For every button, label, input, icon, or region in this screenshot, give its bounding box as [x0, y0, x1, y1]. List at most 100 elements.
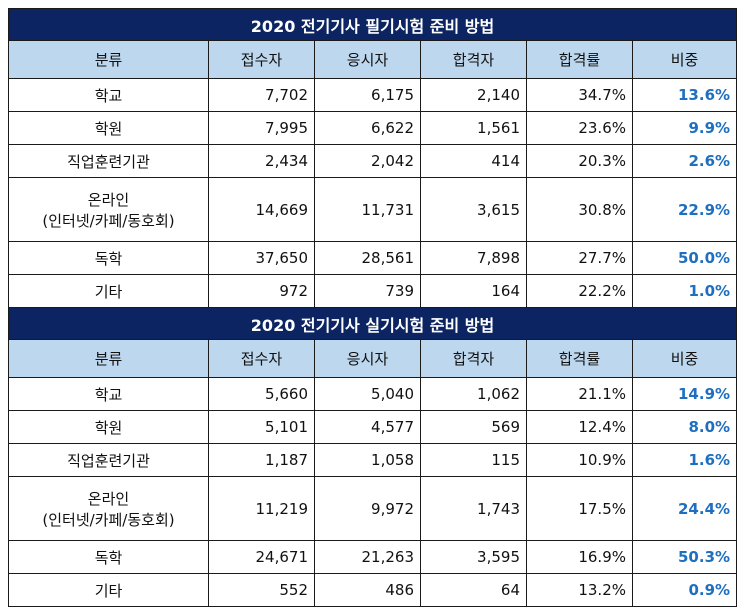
applicants-cell: 7,702	[208, 78, 315, 112]
header-passers: 합격자	[420, 40, 527, 79]
category-label: 독학	[94, 249, 123, 268]
passers-cell: 1,743	[420, 476, 527, 541]
category-label: 기타	[94, 282, 123, 301]
header-share: 비중	[631, 339, 738, 378]
category-cell: 독학	[8, 540, 209, 574]
share-cell: 9.9%	[631, 111, 738, 145]
table-row: 독학 24,671 21,263 3,595 16.9% 50.3%	[8, 540, 738, 574]
table-row: 학원 5,101 4,577 569 12.4% 8.0%	[8, 410, 738, 444]
passers-cell: 64	[420, 573, 527, 607]
category-cell: 학교	[8, 377, 209, 411]
share-cell: 0.9%	[631, 573, 738, 607]
passers-cell: 7,898	[420, 241, 527, 275]
examinees-cell: 21,263	[314, 540, 421, 574]
header-applicants: 접수자	[208, 40, 315, 79]
examinees-cell: 5,040	[314, 377, 421, 411]
category-label: 학원	[94, 119, 123, 138]
table-row: 학원 7,995 6,622 1,561 23.6% 9.9%	[8, 111, 738, 145]
table-row: 학교 5,660 5,040 1,062 21.1% 14.9%	[8, 377, 738, 411]
category-label: 온라인	[87, 489, 130, 508]
pass-rate-cell: 17.5%	[526, 476, 633, 541]
share-cell: 50.3%	[631, 540, 738, 574]
header-applicants: 접수자	[208, 339, 315, 378]
header-examinees: 응시자	[314, 339, 421, 378]
applicants-cell: 11,219	[208, 476, 315, 541]
category-label: (인터넷/카페/동호회)	[42, 211, 175, 230]
examinees-cell: 6,175	[314, 78, 421, 112]
data-sheet: 2020 전기기사 필기시험 준비 방법 분류 접수자 응시자 합격자 합격률 비중 학교 7,…	[7, 8, 738, 607]
category-label: 독학	[94, 548, 123, 567]
pass-rate-cell: 34.7%	[526, 78, 633, 112]
pass-rate-cell: 27.7%	[526, 241, 633, 275]
table-row: 직업훈련기관 1,187 1,058 115 10.9% 1.6%	[8, 443, 738, 477]
examinees-cell: 1,058	[314, 443, 421, 477]
category-label: 학교	[94, 385, 123, 404]
examinees-cell: 486	[314, 573, 421, 607]
pass-rate-cell: 13.2%	[526, 573, 633, 607]
category-label: 온라인	[87, 190, 130, 209]
header-passers: 합격자	[420, 339, 527, 378]
share-cell: 14.9%	[631, 377, 738, 411]
passers-cell: 569	[420, 410, 527, 444]
examinees-cell: 739	[314, 274, 421, 308]
category-label: 학교	[94, 86, 123, 105]
examinees-cell: 11,731	[314, 177, 421, 242]
table-body: 2020 전기기사 필기시험 준비 방법 분류 접수자 응시자 합격자 합격률 비중 학교 7,…	[7, 8, 738, 607]
passers-cell: 1,062	[420, 377, 527, 411]
category-label: (인터넷/카페/동호회)	[42, 510, 175, 529]
passers-cell: 1,561	[420, 111, 527, 145]
header-row: 분류 접수자 응시자 합격자 합격률 비중	[8, 40, 738, 79]
exam-prep-table: 2020 전기기사 필기시험 준비 방법 분류 접수자 응시자 합격자 합격률 비중 학교 7,…	[7, 8, 738, 607]
table-row: 온라인 (인터넷/카페/동호회) 14,669 11,731 3,615 30.8% 22.…	[8, 177, 738, 242]
header-share: 비중	[631, 40, 738, 79]
examinees-cell: 2,042	[314, 144, 421, 178]
category-label: 학원	[94, 418, 123, 437]
header-pass-rate: 합격률	[526, 339, 633, 378]
pass-rate-cell: 16.9%	[526, 540, 633, 574]
share-cell: 8.0%	[631, 410, 738, 444]
pass-rate-cell: 22.2%	[526, 274, 633, 308]
share-cell: 1.0%	[631, 274, 738, 308]
applicants-cell: 552	[208, 573, 315, 607]
applicants-cell: 5,101	[208, 410, 315, 444]
share-cell: 50.0%	[631, 241, 738, 275]
pass-rate-cell: 21.1%	[526, 377, 633, 411]
table-row: 학교 7,702 6,175 2,140 34.7% 13.6%	[8, 78, 738, 112]
applicants-cell: 972	[208, 274, 315, 308]
category-cell: 학원	[8, 410, 209, 444]
table-row: 온라인 (인터넷/카페/동호회) 11,219 9,972 1,743 17.5% 24.4…	[8, 476, 738, 541]
pass-rate-cell: 12.4%	[526, 410, 633, 444]
applicants-cell: 1,187	[208, 443, 315, 477]
category-label: 기타	[94, 581, 123, 600]
examinees-cell: 4,577	[314, 410, 421, 444]
category-label: 직업훈련기관	[67, 152, 150, 171]
category-cell: 독학	[8, 241, 209, 275]
category-cell: 온라인 (인터넷/카페/동호회)	[8, 476, 209, 541]
table-title-row: 2020 전기기사 필기시험 준비 방법	[7, 8, 738, 41]
applicants-cell: 2,434	[208, 144, 315, 178]
applicants-cell: 5,660	[208, 377, 315, 411]
examinees-cell: 28,561	[314, 241, 421, 275]
table-title-row: 2020 전기기사 실기시험 준비 방법	[7, 307, 738, 340]
examinees-cell: 9,972	[314, 476, 421, 541]
header-examinees: 응시자	[314, 40, 421, 79]
applicants-cell: 14,669	[208, 177, 315, 242]
table-title: 2020 전기기사 실기시험 준비 방법	[7, 307, 738, 340]
table-row: 독학 37,650 28,561 7,898 27.7% 50.0%	[8, 241, 738, 275]
category-cell: 학교	[8, 78, 209, 112]
share-cell: 1.6%	[631, 443, 738, 477]
table-row: 직업훈련기관 2,434 2,042 414 20.3% 2.6%	[8, 144, 738, 178]
category-cell: 직업훈련기관	[8, 144, 209, 178]
header-pass-rate: 합격률	[526, 40, 633, 79]
applicants-cell: 24,671	[208, 540, 315, 574]
header-row: 분류 접수자 응시자 합격자 합격률 비중	[8, 339, 738, 378]
header-category: 분류	[8, 339, 209, 378]
passers-cell: 2,140	[420, 78, 527, 112]
category-cell: 직업훈련기관	[8, 443, 209, 477]
category-cell: 학원	[8, 111, 209, 145]
header-category: 분류	[8, 40, 209, 79]
pass-rate-cell: 30.8%	[526, 177, 633, 242]
pass-rate-cell: 10.9%	[526, 443, 633, 477]
pass-rate-cell: 23.6%	[526, 111, 633, 145]
category-cell: 기타	[8, 274, 209, 308]
